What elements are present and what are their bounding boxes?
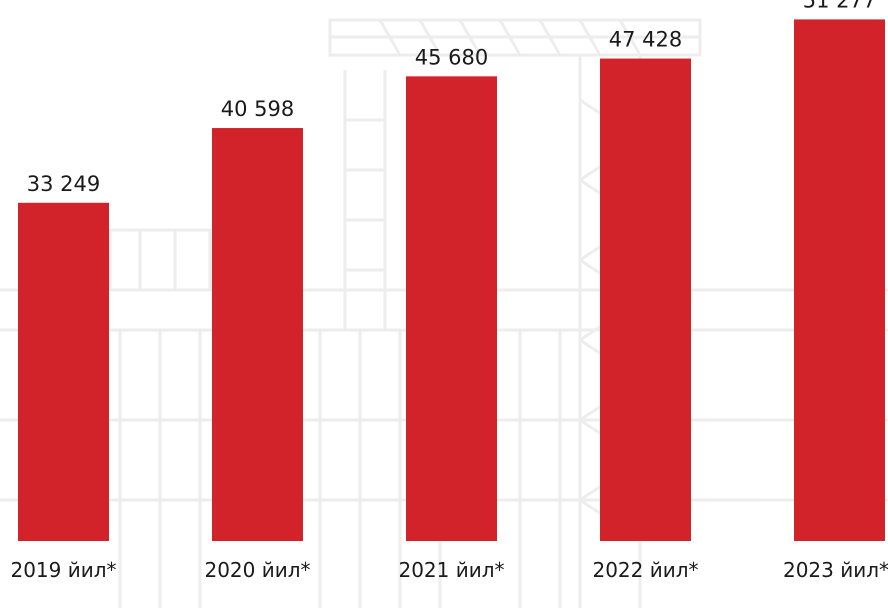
category-label-5: 2023 йил* — [783, 558, 888, 582]
category-label-3: 2021 йил* — [398, 558, 504, 582]
category-label-1: 2019 йил* — [10, 558, 116, 582]
value-label-2: 40 598 — [221, 97, 294, 121]
value-label-4: 47 428 — [609, 28, 682, 52]
value-label-1: 33 249 — [27, 172, 100, 196]
bar-2 — [212, 128, 303, 541]
category-label-2: 2020 йил* — [204, 558, 310, 582]
bar-1 — [18, 202, 109, 541]
category-label-4: 2022 йил* — [592, 558, 698, 582]
value-label-5: 51 277 — [803, 0, 876, 12]
value-label-3: 45 680 — [415, 45, 488, 69]
bar-5 — [794, 19, 885, 542]
bar-4 — [600, 58, 691, 542]
bar-3 — [406, 76, 497, 541]
